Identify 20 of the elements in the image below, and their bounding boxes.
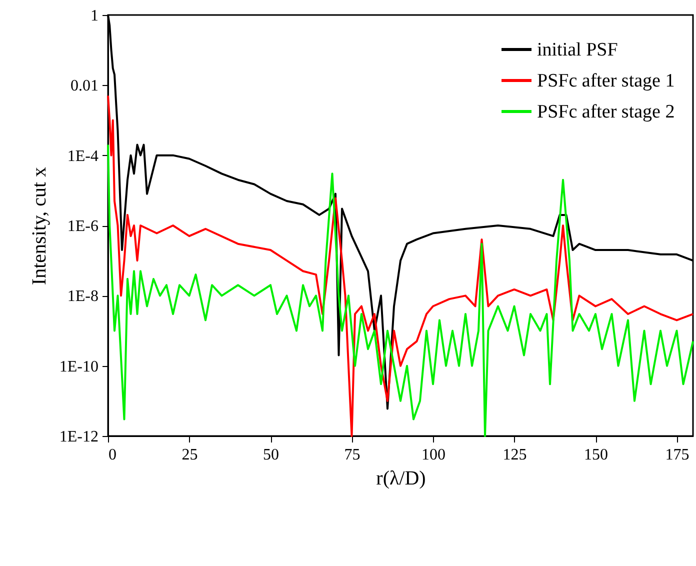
y-tick-label: 1E-10 xyxy=(59,358,98,376)
x-axis-title: r(λ/D) xyxy=(376,468,426,490)
x-tick-label: 25 xyxy=(182,446,198,464)
legend-label: PSFc after stage 2 xyxy=(537,102,675,122)
legend-label: PSFc after stage 1 xyxy=(537,70,675,92)
x-tick-label: 75 xyxy=(344,446,360,464)
x-tick-label: 100 xyxy=(422,446,446,464)
y-tick-label: 0.01 xyxy=(70,78,98,95)
x-tick-label: 50 xyxy=(263,446,279,464)
x-tick-label: 0 xyxy=(108,446,116,464)
y-tick-label: 1E-8 xyxy=(67,288,98,306)
y-tick-label: 1E-6 xyxy=(67,218,98,235)
y-tick-label: 1 xyxy=(90,8,98,24)
x-tick-label: 150 xyxy=(584,446,608,464)
y-axis-title: Intensity, cut x xyxy=(28,166,50,286)
legend-label: initial PSF xyxy=(537,40,618,60)
x-tick-label: 175 xyxy=(665,446,690,464)
y-tick-label: 1E-12 xyxy=(59,428,98,446)
x-tick-label: 125 xyxy=(502,446,527,464)
y-tick-label: 1E-4 xyxy=(67,148,98,165)
